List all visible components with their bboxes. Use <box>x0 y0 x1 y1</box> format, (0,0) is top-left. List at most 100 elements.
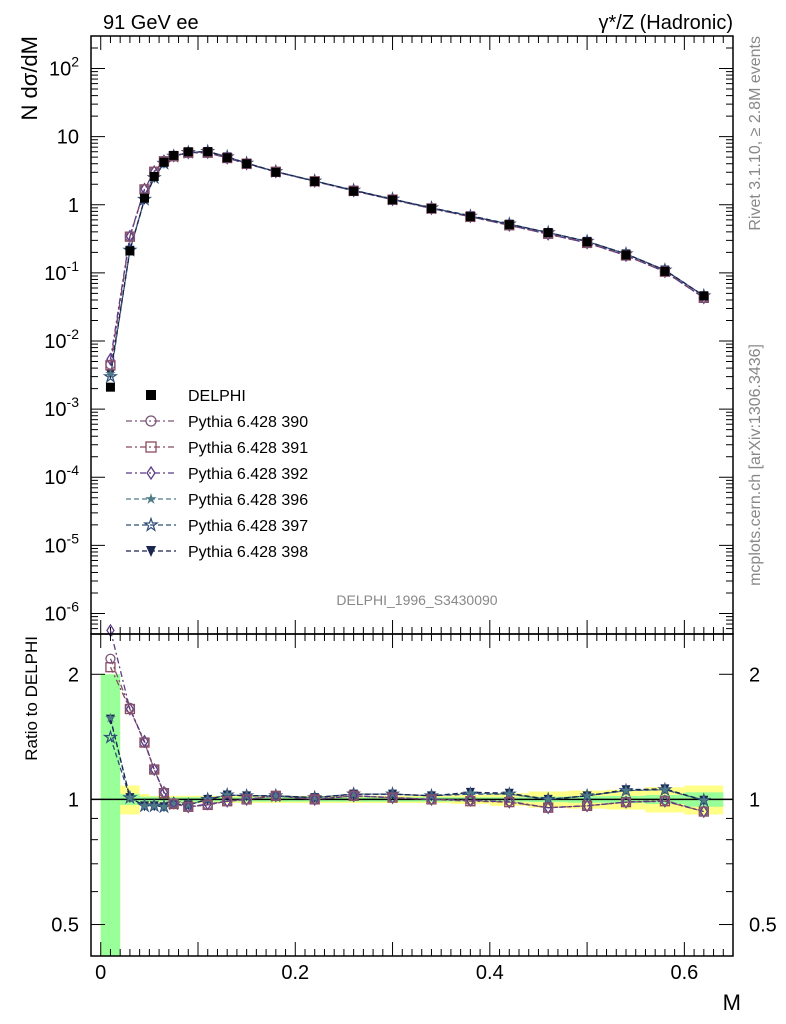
ratio-point <box>349 789 358 803</box>
header-left: 91 GeV ee <box>103 12 199 34</box>
main-y-tick-label: 10-5 <box>44 530 79 557</box>
ratio-y-tick-label-left: 1 <box>68 789 79 811</box>
ratio-point <box>579 787 595 803</box>
main-point <box>183 147 193 157</box>
ratio-point <box>423 787 440 803</box>
ratio-panel: 0.5 0.5 1 1 2 2 0 0.2 0.4 0.6 Ratio to DELPHI M <box>22 623 777 1015</box>
legend-label: Pythia 6.428 392 <box>188 466 308 483</box>
x-tick-label: 0.6 <box>670 962 698 984</box>
ratio-point <box>504 796 515 807</box>
ratio-point <box>465 795 476 806</box>
header-right: γ*/Z (Hadronic) <box>599 12 733 34</box>
ratio-point <box>543 802 554 813</box>
ratio-point <box>105 653 116 664</box>
main-series-line <box>109 150 705 377</box>
legend-label: Pythia 6.428 396 <box>188 492 308 509</box>
legend-label: Pythia 6.428 390 <box>188 414 308 431</box>
ratio-point <box>543 793 554 804</box>
ratio-point <box>200 791 216 806</box>
ratio-point <box>122 789 138 805</box>
ratio-point <box>270 790 281 801</box>
legend-entry: Pythia 6.428 397 <box>126 516 308 535</box>
ratio-point <box>348 788 359 799</box>
ratio-point <box>698 794 709 805</box>
ratio-point <box>581 790 593 801</box>
main-point <box>660 266 670 276</box>
legend-marker <box>142 516 160 532</box>
ratio-point <box>105 712 116 723</box>
main-y-tick-label: 10-1 <box>44 258 79 285</box>
legend-entry: DELPHI <box>146 388 246 405</box>
ratio-y-tick-label-right: 0.5 <box>749 915 777 937</box>
ratio-point <box>158 801 170 812</box>
ratio-point <box>238 787 255 803</box>
main-point <box>124 231 136 242</box>
ratio-point <box>696 792 712 807</box>
ratio-point <box>618 782 634 798</box>
ratio-point <box>242 792 251 807</box>
ratio-point <box>168 797 179 809</box>
legend-marker <box>146 465 156 481</box>
ratio-point <box>426 794 437 805</box>
main-point <box>426 204 436 214</box>
legend-entry: Pythia 6.428 390 <box>126 414 308 431</box>
main-point <box>105 359 116 370</box>
ratio-point <box>348 790 359 801</box>
ratio-point <box>657 781 673 797</box>
main-point <box>203 147 213 157</box>
ratio-point <box>241 794 252 805</box>
main-series-line <box>109 150 705 374</box>
main-point <box>222 153 232 163</box>
ratio-point <box>581 800 593 811</box>
main-point <box>543 228 553 238</box>
main-panel: 10-6 10-5 10-4 10-3 10-2 10-1 1 10 102 N dσ/dM D… <box>17 35 734 635</box>
main-point <box>125 246 135 256</box>
main-point <box>504 220 514 230</box>
main-series-line <box>109 152 705 365</box>
ratio-point <box>183 801 194 812</box>
ratio-y-axis-label: Ratio to DELPHI <box>22 636 41 761</box>
ratio-point <box>270 790 281 801</box>
main-point <box>388 195 398 205</box>
ratio-point <box>139 737 150 748</box>
ratio-point <box>222 796 233 807</box>
main-point <box>140 193 149 203</box>
ratio-series-line <box>109 718 704 808</box>
ratio-point <box>660 794 670 808</box>
ratio-point <box>149 800 160 811</box>
ratio-point <box>184 800 193 814</box>
ratio-series-line <box>109 630 704 813</box>
ratio-point <box>183 799 194 810</box>
legend-entry: Pythia 6.428 391 <box>126 440 308 457</box>
main-y-tick-label: 10-4 <box>44 462 79 489</box>
legend: DELPHI Pythia 6.428 390 Pythia 6.428 391 Py… <box>126 388 308 561</box>
ratio-point <box>309 794 320 805</box>
ratio-y-tick-label-right: 2 <box>749 664 760 686</box>
ratio-point <box>139 800 150 811</box>
ratio-point <box>125 702 135 716</box>
ratio-point <box>582 799 592 813</box>
ratio-point <box>149 764 160 775</box>
ratio-point <box>168 798 179 809</box>
ratio-point <box>222 789 233 800</box>
side-mcplots: mcplots.cern.ch [arXiv:1306.3436] <box>747 344 764 586</box>
ratio-point <box>620 796 632 808</box>
main-y-axis-label: N dσ/dM <box>17 36 42 121</box>
legend-entry: Pythia 6.428 398 <box>126 544 308 561</box>
main-y-tick-label: 102 <box>49 54 79 81</box>
main-point <box>465 212 475 222</box>
ratio-point <box>102 729 119 744</box>
main-point <box>699 291 709 301</box>
ratio-point <box>659 795 671 806</box>
ratio-y-tick-label-right: 1 <box>749 789 760 811</box>
ratio-point <box>620 785 632 795</box>
main-point <box>159 157 169 167</box>
legend-label: Pythia 6.428 391 <box>188 440 308 457</box>
ratio-point <box>309 792 320 803</box>
main-y-tick-label: 1 <box>68 195 79 217</box>
main-y-tick-label: 10-6 <box>44 598 79 625</box>
legend-entry: Pythia 6.428 396 <box>126 492 308 509</box>
ratio-point <box>222 794 232 808</box>
main-point <box>106 352 115 366</box>
